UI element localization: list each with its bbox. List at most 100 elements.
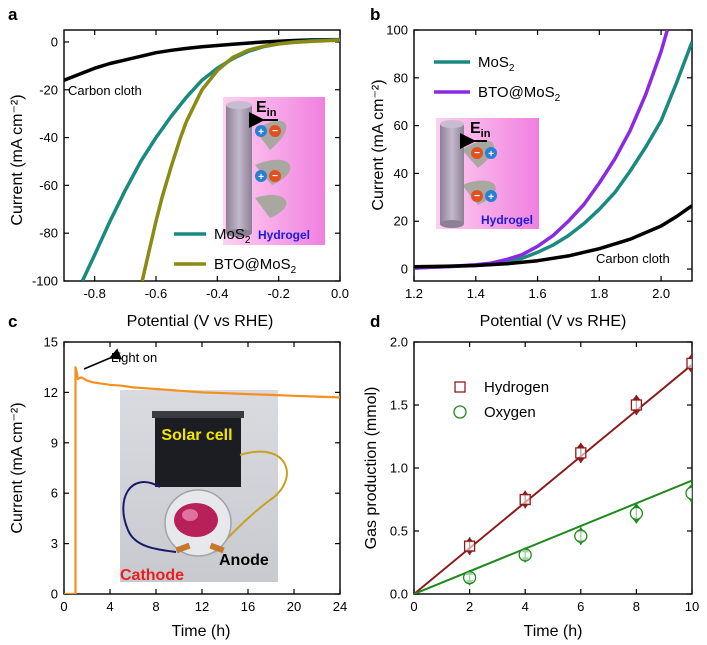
x-tick-label: -0.6 — [145, 286, 167, 301]
y-tick-label: -60 — [39, 178, 58, 193]
panel-c-xlabel: Time (h) — [172, 623, 231, 640]
hydrogel-label: Hydrogel — [481, 213, 533, 227]
y-tick-label: 0 — [401, 262, 408, 277]
positive-charge-icon — [255, 170, 267, 182]
y-tick-label: 2.0 — [390, 335, 408, 350]
error-cap — [632, 394, 641, 400]
legend-marker-hydrogen — [454, 381, 466, 393]
data-point — [685, 486, 692, 500]
x-tick-label: 1.8 — [590, 286, 608, 301]
x-tick-label: 6 — [577, 599, 584, 614]
y-tick-label: 80 — [394, 70, 408, 85]
mos2-sheet — [255, 194, 287, 218]
x-tick-label: 1.4 — [467, 286, 485, 301]
svg-text:+: + — [488, 149, 494, 160]
panel-d: d 0 2 4 6 8 10 0.0 0.5 1.0 1.5 2.0 Hydrogen Oxygen… — [363, 312, 699, 640]
panel-a-xlabel: Potential (V vs RHE) — [127, 313, 274, 330]
y-tick-label: 60 — [394, 118, 408, 133]
svg-text:−: − — [272, 126, 278, 137]
svg-text:+: + — [258, 172, 264, 183]
negative-charge-icon — [269, 170, 281, 182]
y-tick-label: 1.0 — [390, 461, 408, 476]
legend-oxygen: Oxygen — [484, 404, 536, 421]
panel-d-ylabel: Gas production (mmol) — [363, 387, 380, 550]
fit-line — [414, 363, 692, 594]
negative-charge-icon — [471, 147, 483, 159]
y-tick-label: 100 — [386, 23, 408, 38]
y-tick-label: 0 — [51, 34, 58, 49]
x-tick-label: 4 — [106, 599, 113, 614]
solar-cell-edge — [152, 411, 244, 418]
y-tick-label: -100 — [32, 274, 58, 289]
x-tick-label: 0 — [410, 599, 417, 614]
series-line — [414, 204, 692, 269]
svg-text:+: + — [488, 192, 494, 203]
hydrogel-label: Hydrogel — [258, 228, 310, 242]
x-tick-label: 10 — [685, 599, 699, 614]
field-label: Ein — [470, 120, 491, 140]
panel-d-plot: 0 2 4 6 8 10 0.0 0.5 1.0 1.5 2.0 — [390, 335, 699, 615]
x-tick-label: 1.6 — [529, 286, 547, 301]
data-point — [518, 548, 532, 562]
error-cap — [576, 442, 585, 448]
hydrogel-highlight — [182, 509, 198, 521]
positive-charge-icon — [255, 125, 267, 137]
positive-charge-icon — [485, 190, 497, 202]
series-line — [64, 37, 340, 82]
panel-c-plot: 0 4 8 12 16 20 24 0 3 6 9 12 15 — [44, 335, 348, 615]
axes-frame — [63, 29, 341, 282]
device-photo: Solar cell Anode — [120, 390, 288, 582]
y-tick-label: 3 — [51, 536, 58, 551]
carbon-cloth-label: Carbon cloth — [596, 251, 670, 266]
x-tick-label: -0.8 — [83, 286, 105, 301]
panel-a-plot: -0.8 -0.6 -0.4 -0.2 0.0 0 -20 -40 -60 -80 -100 — [32, 29, 349, 301]
data-point — [519, 493, 531, 506]
light-on-label: Light on — [111, 350, 157, 365]
fiber-cylinder — [440, 124, 464, 224]
data-point — [629, 506, 644, 521]
error-cap — [688, 353, 692, 359]
series-group — [414, 353, 692, 594]
series-line — [140, 38, 340, 281]
fiber-top — [226, 101, 252, 109]
y-tick-label: 1.5 — [390, 398, 408, 413]
legend-bto-mos2: BTO@MoS2 — [478, 84, 561, 104]
panel-b: b 1.2 1.4 1.6 1.8 2.0 0 20 40 60 80 100 Potential … — [370, 5, 693, 330]
legend-mos2: MoS2 — [214, 226, 251, 246]
y-tick-label: 40 — [394, 166, 408, 181]
x-tick-label: -0.2 — [267, 286, 289, 301]
x-tick-label: 8 — [152, 599, 159, 614]
x-tick-label: 16 — [241, 599, 255, 614]
y-tick-label: 9 — [51, 435, 58, 450]
hydrogel-sample — [174, 503, 218, 537]
panel-b-letter: b — [370, 5, 380, 24]
x-tick-label: 20 — [287, 599, 301, 614]
negative-charge-icon — [269, 125, 281, 137]
x-tick-label: 0 — [60, 599, 67, 614]
panel-b-legend: MoS2 BTO@MoS2 — [434, 54, 561, 104]
y-tick-label: 12 — [44, 385, 58, 400]
y-tick-label: -40 — [39, 130, 58, 145]
axes-frame — [413, 341, 693, 595]
negative-charge-icon — [471, 190, 483, 202]
solar-cell-label: Solar cell — [161, 427, 232, 444]
panel-b-inset: − + − + Ein Hydrogel — [436, 118, 539, 229]
y-tick-label: 15 — [44, 335, 58, 350]
svg-text:−: − — [272, 171, 278, 182]
series-group — [64, 366, 340, 594]
anode-label: Anode — [219, 552, 269, 569]
series-group — [64, 37, 340, 281]
x-tick-label: 0.0 — [331, 286, 349, 301]
panel-b-plot: 1.2 1.4 1.6 1.8 2.0 0 20 40 60 80 100 — [386, 23, 693, 301]
series-group — [414, 30, 692, 270]
fiber-bottom — [226, 229, 252, 237]
panel-a-legend: MoS2 BTO@MoS2 — [174, 226, 297, 276]
clip-cathode — [175, 542, 191, 554]
x-tick-label: 12 — [195, 599, 209, 614]
panel-d-legend: Hydrogen Oxygen — [453, 379, 549, 421]
x-tick-label: -0.4 — [206, 286, 228, 301]
legend-marker-oxygen — [453, 405, 467, 419]
y-tick-label: -80 — [39, 226, 58, 241]
y-tick-label: 6 — [51, 486, 58, 501]
panel-a: a -0.8 -0.6 -0.4 -0.2 0.0 0 -20 -40 -60 -80 -100 P… — [8, 5, 349, 330]
